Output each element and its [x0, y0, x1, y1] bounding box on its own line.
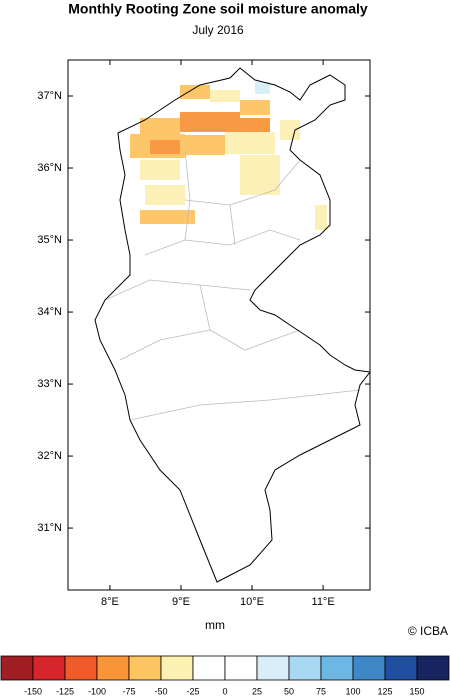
map-subtitle: July 2016: [192, 23, 244, 37]
colorbar-label: -50: [154, 686, 167, 696]
colorbar: -150 -125 -100 -75 -50 -25 0 25 50 75 100 125 150: [0, 655, 450, 696]
colorbar-box: [96, 655, 130, 681]
colorbar-label: 75: [316, 686, 326, 696]
colorbar-box: [192, 655, 226, 681]
credit: © ICBA: [408, 624, 448, 638]
colorbar-label: 150: [409, 686, 424, 696]
y-tick-label: 36°N: [37, 162, 62, 174]
colorbar-label: -150: [24, 686, 42, 696]
anomaly-cells: [130, 82, 327, 230]
colorbar-box: [32, 655, 66, 681]
governorate-borders: [104, 149, 361, 421]
colorbar-box: [256, 655, 290, 681]
country-outline: [94, 67, 371, 583]
map-title: Monthly Rooting Zone soil moisture anoma…: [68, 1, 368, 17]
colorbar-box: [0, 655, 34, 681]
y-tick-label: 35°N: [37, 234, 62, 246]
x-tick-label: 8°E: [101, 596, 119, 608]
y-tick-label: 37°N: [37, 90, 62, 102]
unit-label: mm: [205, 618, 225, 632]
colorbar-box: [64, 655, 98, 681]
colorbar-box: [160, 655, 194, 681]
x-tick-label: 11°E: [312, 596, 335, 608]
colorbar-label: -25: [186, 686, 199, 696]
colorbar-box: [224, 655, 258, 681]
y-tick-label: 31°N: [37, 522, 62, 534]
colorbar-box: [288, 655, 322, 681]
colorbar-label: -75: [122, 686, 135, 696]
axes: 8°E 9°E 10°E 11°E 31°N 32°N 33°N 34°N 35°N 36°N 37…: [37, 60, 370, 608]
colorbar-label: 125: [377, 686, 392, 696]
colorbar-label: 50: [284, 686, 294, 696]
y-tick-label: 34°N: [37, 306, 62, 318]
colorbar-box: [384, 655, 418, 681]
colorbar-label: 100: [345, 686, 360, 696]
y-tick-label: 33°N: [37, 378, 62, 390]
x-tick-label: 9°E: [172, 596, 190, 608]
colorbar-label: 0: [222, 686, 227, 696]
colorbar-box: [416, 655, 450, 681]
colorbar-box: [320, 655, 354, 681]
colorbar-box: [352, 655, 386, 681]
colorbar-box: [128, 655, 162, 681]
y-tick-label: 32°N: [37, 450, 62, 462]
colorbar-label: -100: [88, 686, 106, 696]
colorbar-label: 25: [252, 686, 262, 696]
x-tick-label: 10°E: [240, 596, 264, 608]
colorbar-label: -125: [56, 686, 74, 696]
